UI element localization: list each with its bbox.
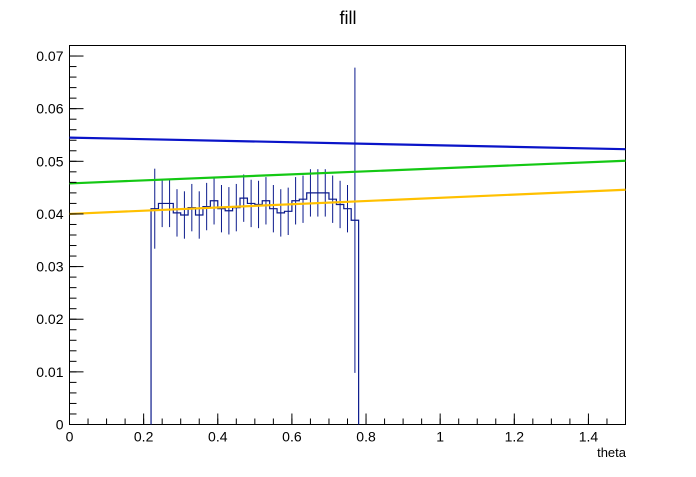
- series-line-3: [69, 188, 626, 216]
- y-tick-label: 0.07: [36, 48, 63, 64]
- x-tick-label: 1.4: [579, 429, 599, 445]
- y-tick-label: 0.04: [36, 206, 63, 222]
- series-layer: [69, 136, 626, 216]
- y-tick-label: 0.06: [36, 101, 63, 117]
- x-tick-label: 1: [436, 429, 444, 445]
- y-tick-label: 0.01: [36, 364, 63, 380]
- x-tick-label: 0.8: [356, 429, 376, 445]
- x-tick-label: 1.2: [505, 429, 525, 445]
- histogram-outline: [150, 192, 360, 425]
- x-tick-label: 0.4: [208, 429, 228, 445]
- y-tick-label: 0.02: [36, 311, 63, 327]
- x-tick-label: 0.2: [134, 429, 154, 445]
- axis-layer: 0 0.01 0.02 0.03 0.04 0.05 0.06 0.07 0 0.2 0.4 0.6 0…: [36, 45, 626, 445]
- chart-title: fill: [340, 8, 357, 28]
- x-axis-label: theta: [597, 445, 627, 460]
- y-tick-label: 0.03: [36, 259, 63, 275]
- series-line-2: [69, 159, 626, 185]
- x-tick-label: 0.6: [282, 429, 302, 445]
- series-line-1: [69, 136, 626, 151]
- y-tick-label: 0.05: [36, 153, 63, 169]
- y-tick-label: 0: [56, 417, 64, 433]
- x-tick-label: 0: [66, 429, 74, 445]
